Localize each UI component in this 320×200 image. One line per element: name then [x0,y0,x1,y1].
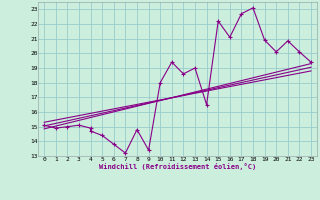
X-axis label: Windchill (Refroidissement éolien,°C): Windchill (Refroidissement éolien,°C) [99,163,256,170]
